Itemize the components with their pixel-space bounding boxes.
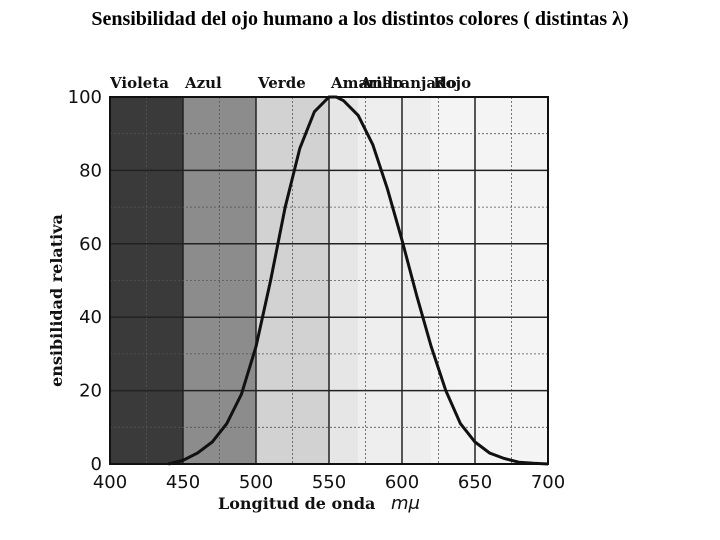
x-axis-unit: mμ	[391, 493, 420, 514]
band-label-0: Violeta	[109, 74, 169, 92]
y-tick-label-1: 20	[79, 381, 102, 402]
x-tick-label-2: 500	[239, 472, 273, 493]
x-tick-label-6: 700	[531, 472, 565, 493]
sensitivity-curve	[168, 95, 549, 466]
x-axis-title: Longitud de onda	[218, 494, 375, 513]
band-label-4: Anaranjado	[359, 74, 456, 92]
chart-title: Sensibilidad del ojo humano a los distin…	[91, 8, 629, 30]
y-tick-label-0: 0	[91, 454, 102, 475]
x-tick-label-3: 550	[312, 472, 346, 493]
y-axis-label: ensibilidad relativa	[47, 214, 66, 387]
y-tick-label-5: 100	[68, 87, 102, 108]
x-tick-labels: 400 450 500 550 600 650 700	[93, 472, 565, 493]
x-tick-label-1: 450	[166, 472, 200, 493]
band-label-3: Amarillo	[330, 74, 403, 92]
y-tick-label-2: 40	[79, 307, 102, 328]
x-axis-label: Longitud de onda mμ	[218, 493, 420, 514]
band-label-5: Rojo	[433, 74, 471, 92]
x-tick-label-4: 600	[385, 472, 419, 493]
band-label-1: Azul	[184, 74, 222, 92]
y-tick-labels: 0 20 40 60 80 100	[68, 87, 102, 475]
x-tick-label-0: 400	[93, 472, 127, 493]
x-tick-label-5: 650	[458, 472, 492, 493]
band-label-2: Verde	[257, 74, 306, 92]
y-tick-label-4: 80	[79, 160, 102, 181]
y-tick-label-3: 60	[79, 234, 102, 255]
